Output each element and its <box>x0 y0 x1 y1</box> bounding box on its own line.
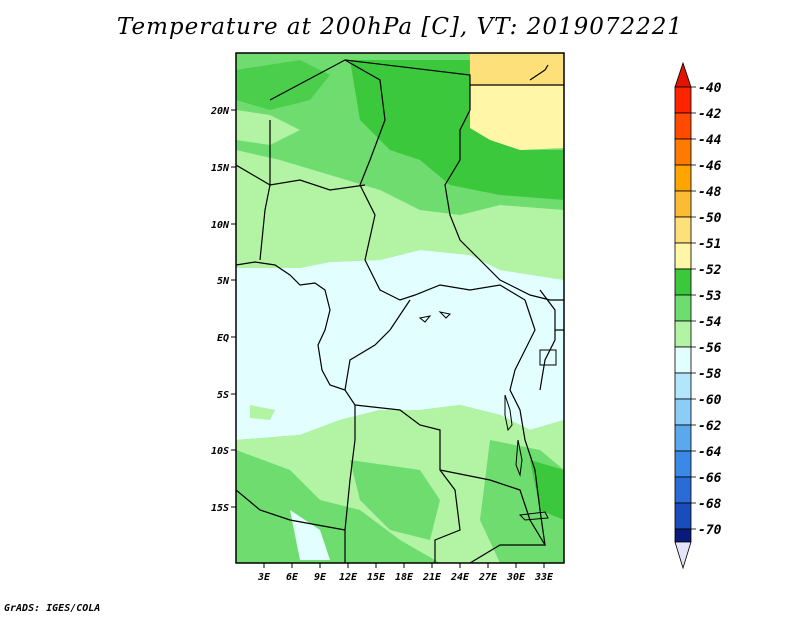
colorbar-segment <box>674 138 692 166</box>
borders <box>236 59 564 563</box>
lon-label: 12E <box>339 572 358 583</box>
colorbar-label: -46 <box>698 159 722 174</box>
colorbar-top-arrow <box>674 61 692 88</box>
lat-label: 20N <box>210 106 230 117</box>
colorbar-segment <box>674 112 692 140</box>
colorbar-label: -60 <box>698 393 722 408</box>
colorbar-label: -68 <box>698 497 722 512</box>
lakes <box>418 311 557 521</box>
colorbar-label: -52 <box>698 263 722 278</box>
colorbar-segment <box>674 398 692 426</box>
lat-label: 10N <box>211 220 230 231</box>
lat-label: 15N <box>211 163 230 174</box>
colorbar-segment <box>674 346 692 374</box>
lat-label: 15S <box>211 503 229 514</box>
colorbar-label: -40 <box>698 81 722 96</box>
lon-label: 21E <box>422 572 442 583</box>
lat-label: EQ <box>217 333 229 344</box>
colorbar-label: -51 <box>698 237 721 252</box>
colorbar-label: -48 <box>698 185 722 200</box>
colorbar-label: -54 <box>698 315 722 330</box>
colorbar-segment <box>674 294 692 322</box>
lon-label: 27E <box>478 572 498 583</box>
colorbar-segment <box>674 268 692 296</box>
colorbar-label: -70 <box>698 523 722 538</box>
lon-label: 18E <box>395 572 414 583</box>
colorbar-segment <box>674 476 692 504</box>
colorbar-label: -62 <box>698 419 722 434</box>
lon-label: 15E <box>367 572 386 583</box>
colorbar-bottom-arrow <box>674 541 692 570</box>
lon-label: 24E <box>450 572 470 583</box>
colorbar-segment <box>674 320 692 348</box>
colorbar-segment <box>674 502 692 530</box>
colorbar-label: -42 <box>698 107 722 122</box>
colorbar-label: -64 <box>698 445 722 460</box>
colorbar-label: -44 <box>698 133 722 148</box>
lon-label: 33E <box>534 572 554 583</box>
colorbar-segment <box>674 424 692 452</box>
colorbar-segment <box>674 164 692 192</box>
colorbar-segment <box>674 242 692 270</box>
footer-credit: GrADS: IGES/COLA <box>4 603 101 614</box>
colorbar-segment <box>674 450 692 478</box>
colorbar-label: -50 <box>698 211 722 226</box>
colorbar-segment <box>674 190 692 218</box>
lon-label: 9E <box>314 572 327 583</box>
colorbar-segment <box>674 372 692 400</box>
colorbar-label: -56 <box>698 341 722 356</box>
colorbar-segment <box>674 216 692 244</box>
lat-label: 5N <box>217 276 230 287</box>
lon-label: 30E <box>506 572 526 583</box>
colorbar-segment <box>674 528 692 543</box>
colorbar-label: -58 <box>698 367 722 382</box>
colorbar-label: -66 <box>698 471 722 486</box>
colorbar-segment <box>674 86 692 114</box>
lon-label: 3E <box>257 572 271 583</box>
map-frame <box>235 52 565 564</box>
colorbar: -40 -42 -44 -46 -48 -50 -51 -52 -53 -54 -56 -58 -60 -… <box>674 61 722 570</box>
chart-title: Temperature at 200hPa [C], VT: 201907222… <box>116 14 684 40</box>
temperature-field <box>236 53 564 563</box>
lat-label: 10S <box>211 446 229 457</box>
colorbar-label: -53 <box>698 289 722 304</box>
lat-label: 5S <box>217 390 229 401</box>
lon-label: 6E <box>286 572 299 583</box>
